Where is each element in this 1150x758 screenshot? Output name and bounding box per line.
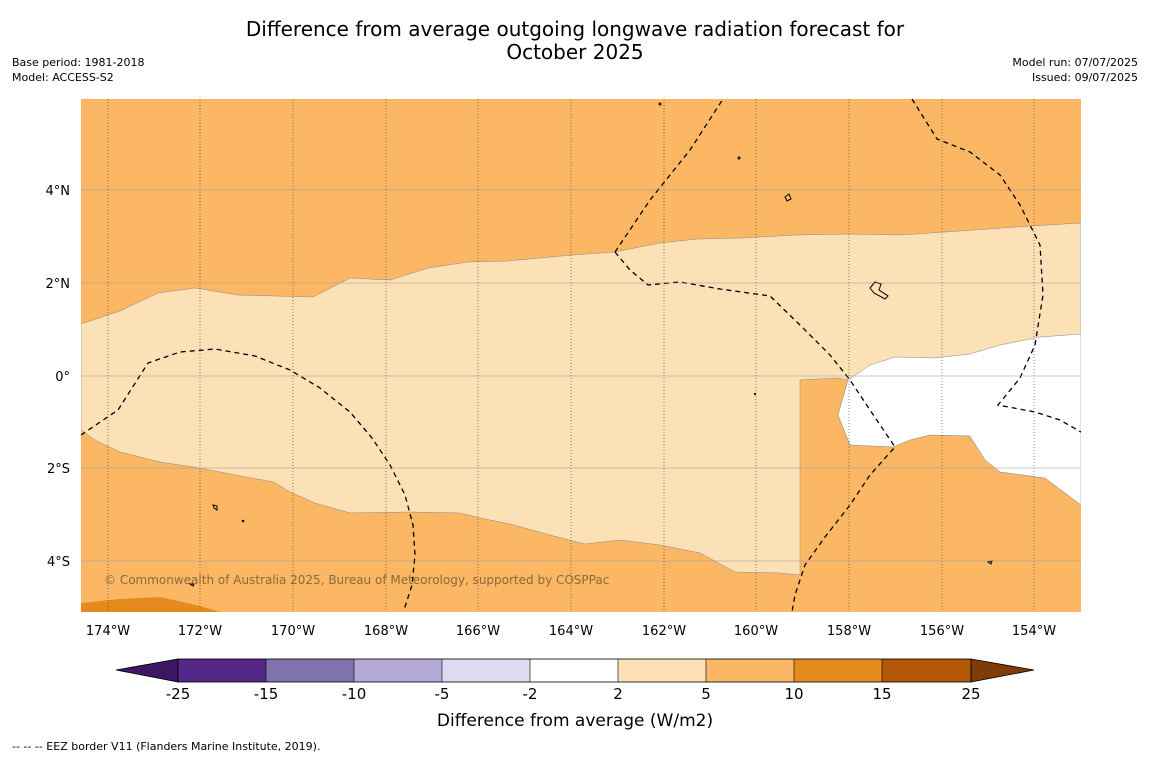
colorbar-swatch — [178, 659, 266, 682]
colorbar-tick-label: -25 — [166, 685, 191, 703]
copyright-notice: © Commonwealth of Australia 2025, Bureau… — [104, 573, 609, 587]
model-name: Model: ACCESS-S2 — [12, 71, 114, 84]
anomaly-10-15-region — [81, 597, 220, 612]
lat-tick-label: 2°S — [47, 462, 70, 477]
meta-right: Model run: 07/07/2025 Issued: 09/07/2025 — [1012, 55, 1138, 85]
lon-tick-label: 158°W — [827, 624, 871, 639]
lon-tick-label: 174°W — [86, 624, 130, 639]
meta-left: Base period: 1981-2018 Model: ACCESS-S2 — [12, 55, 144, 85]
chart-title: Difference from average outgoing longwav… — [0, 18, 1150, 64]
colorbar-title: Difference from average (W/m2) — [437, 711, 713, 731]
colorbar: -25 -15 -10 -5 -2 2 5 10 15 25 Differenc… — [115, 658, 1035, 731]
colorbar-tick-label: 2 — [613, 685, 623, 703]
lon-tick-label: 160°W — [734, 624, 778, 639]
title-line-1: Difference from average outgoing longwav… — [245, 17, 905, 41]
map-area: © Commonwealth of Australia 2025, Bureau… — [81, 99, 1081, 612]
islands — [188, 102, 993, 587]
lon-tick-label: 154°W — [1012, 624, 1056, 639]
colorbar-tick-label: 25 — [961, 685, 980, 703]
colorbar-swatch — [530, 659, 618, 682]
eez-borders — [81, 99, 1081, 612]
colorbar-tick-label: -5 — [435, 685, 450, 703]
lon-tick-label: 172°W — [178, 624, 222, 639]
grid — [81, 99, 1081, 612]
lat-tick-label: 0° — [55, 370, 70, 385]
colorbar-swatch — [354, 659, 442, 682]
base-period: Base period: 1981-2018 — [12, 56, 145, 69]
lon-tick-label: 164°W — [549, 624, 593, 639]
lon-tick-label: 166°W — [456, 624, 500, 639]
lon-tick-label: 168°W — [364, 624, 408, 639]
colorbar-swatch — [706, 659, 794, 682]
latitude-axis: 4°N 2°N 0° 2°S 4°S — [46, 184, 71, 570]
colorbar-tick-label: 10 — [784, 685, 803, 703]
colorbar-tick-label: -2 — [523, 685, 538, 703]
lon-tick-label: 156°W — [920, 624, 964, 639]
colorbar-swatch — [794, 659, 882, 682]
longitude-axis: 174°W 172°W 170°W 168°W 166°W 164°W 162°… — [86, 624, 1056, 639]
colorbar-extend-high — [970, 658, 1035, 683]
colorbar-swatch — [618, 659, 706, 682]
colorbar-swatch — [442, 659, 530, 682]
lon-tick-label: 162°W — [642, 624, 686, 639]
colorbar-tick-label: 5 — [701, 685, 711, 703]
colorbar-tick-label: 15 — [872, 685, 891, 703]
lon-tick-label: 170°W — [271, 624, 315, 639]
colorbar-extend-low — [115, 658, 179, 683]
colorbar-tick-label: -15 — [254, 685, 279, 703]
title-line-2: October 2025 — [506, 40, 644, 64]
colorbar-swatch — [266, 659, 354, 682]
lat-tick-label: 2°N — [46, 277, 71, 292]
eez-legend-note: -- -- -- EEZ border V11 (Flanders Marine… — [12, 740, 321, 753]
lat-tick-label: 4°S — [47, 555, 70, 570]
lat-tick-label: 4°N — [46, 184, 71, 199]
colorbar-swatch — [882, 659, 971, 682]
issued-date: Issued: 09/07/2025 — [1031, 71, 1138, 84]
colorbar-tick-label: -10 — [342, 685, 367, 703]
model-run: Model run: 07/07/2025 — [1012, 56, 1138, 69]
